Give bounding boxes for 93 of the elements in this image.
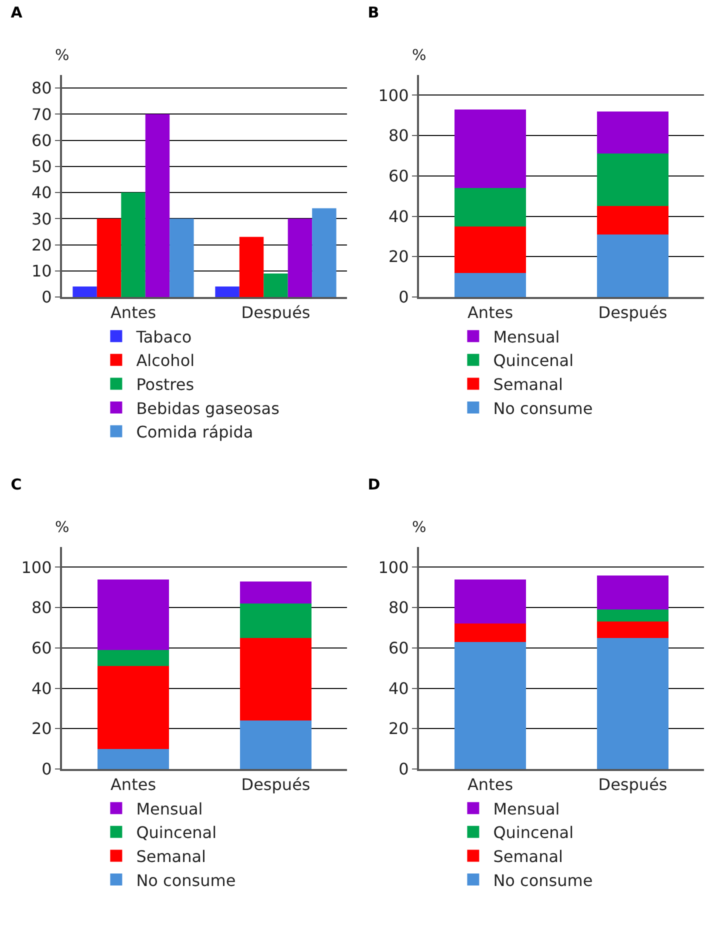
bar bbox=[597, 154, 668, 206]
bar bbox=[597, 622, 668, 638]
bar bbox=[121, 192, 146, 297]
bar bbox=[597, 638, 668, 769]
bar bbox=[597, 206, 668, 234]
x-tick-label: Después bbox=[241, 303, 310, 322]
y-tick-label: 80 bbox=[31, 598, 52, 618]
bar bbox=[96, 218, 122, 297]
legend-label: Postres bbox=[136, 374, 194, 394]
bar bbox=[454, 624, 526, 642]
legend-label: Quincenal bbox=[136, 823, 217, 842]
y-tick-label: 80 bbox=[388, 598, 409, 618]
y-tick-label: 20 bbox=[31, 235, 52, 254]
y-tick-label: 0 bbox=[398, 288, 409, 307]
legend-label: Semanal bbox=[493, 846, 563, 866]
bar bbox=[215, 286, 240, 297]
legend-label: Mensual bbox=[136, 799, 203, 818]
legend-label: Mensual bbox=[493, 799, 560, 818]
legend-label: No consume bbox=[493, 398, 593, 418]
bar bbox=[288, 218, 312, 297]
bar bbox=[597, 575, 668, 610]
bar bbox=[454, 226, 526, 273]
legend-label: Tabaco bbox=[135, 327, 192, 346]
bar bbox=[454, 109, 526, 188]
y-tick-label: 60 bbox=[388, 638, 409, 658]
legend-label: Semanal bbox=[136, 846, 206, 866]
y-tick-label: 20 bbox=[31, 719, 52, 738]
bar bbox=[170, 218, 194, 297]
chart-title: A bbox=[10, 4, 23, 22]
bar bbox=[454, 188, 526, 226]
chart-title: D bbox=[368, 476, 380, 494]
x-tick-label: Después bbox=[241, 775, 310, 794]
y-tick-label: 80 bbox=[388, 126, 409, 146]
bar bbox=[240, 581, 312, 604]
bar bbox=[597, 111, 668, 154]
y-tick-label: 10 bbox=[31, 261, 52, 280]
y-axis-title: % bbox=[412, 46, 426, 64]
y-tick-label: 0 bbox=[398, 760, 409, 779]
x-tick-label: Después bbox=[598, 775, 668, 794]
legend-label: No consume bbox=[493, 870, 593, 890]
bar bbox=[454, 642, 526, 769]
bar bbox=[145, 114, 170, 297]
y-tick-label: 100 bbox=[21, 558, 52, 577]
bar bbox=[98, 579, 169, 650]
x-tick-label: Antes bbox=[467, 303, 514, 322]
y-tick-label: 30 bbox=[31, 209, 52, 228]
x-tick-label: Antes bbox=[110, 303, 156, 322]
bar bbox=[240, 638, 312, 721]
bar bbox=[454, 272, 526, 297]
legend-label: Semanal bbox=[493, 374, 563, 394]
y-tick-label: 40 bbox=[31, 678, 52, 698]
chart-title: C bbox=[10, 476, 22, 494]
y-tick-label: 40 bbox=[31, 183, 52, 202]
legend-label: No consume bbox=[136, 870, 236, 890]
bar bbox=[98, 748, 169, 769]
bar bbox=[312, 208, 336, 297]
legend-label: Quincenal bbox=[493, 823, 574, 842]
y-tick-label: 100 bbox=[378, 86, 409, 105]
bar bbox=[239, 236, 264, 297]
bar bbox=[597, 610, 668, 622]
y-tick-label: 0 bbox=[42, 760, 52, 779]
y-tick-label: 40 bbox=[388, 206, 409, 226]
y-tick-label: 40 bbox=[388, 678, 409, 698]
bar bbox=[98, 666, 169, 749]
x-tick-label: Antes bbox=[467, 775, 514, 794]
y-tick-label: 80 bbox=[31, 78, 52, 98]
y-tick-label: 50 bbox=[31, 157, 52, 176]
bar bbox=[240, 720, 312, 769]
y-tick-label: 0 bbox=[42, 288, 52, 307]
bar bbox=[72, 286, 97, 297]
y-tick-label: 60 bbox=[31, 638, 52, 658]
bar bbox=[264, 273, 288, 297]
y-axis-title: % bbox=[55, 518, 70, 536]
legend-label: Alcohol bbox=[136, 351, 195, 370]
chart-title: B bbox=[368, 4, 380, 22]
legend-label: Quincenal bbox=[493, 351, 574, 370]
bar bbox=[98, 650, 169, 666]
bar bbox=[597, 234, 668, 297]
y-tick-label: 100 bbox=[378, 558, 409, 577]
legend-label: Bebidas gaseosas bbox=[136, 398, 280, 418]
x-tick-label: Después bbox=[598, 303, 668, 322]
bar bbox=[240, 604, 312, 638]
y-tick-label: 70 bbox=[31, 104, 52, 124]
y-tick-label: 20 bbox=[388, 247, 409, 266]
y-axis-title: % bbox=[412, 518, 426, 536]
x-tick-label: Antes bbox=[110, 775, 156, 794]
bar bbox=[454, 579, 526, 624]
y-tick-label: 60 bbox=[31, 130, 52, 150]
y-tick-label: 20 bbox=[388, 719, 409, 738]
legend-label: Comida rápida bbox=[136, 422, 254, 442]
y-axis-title: % bbox=[55, 46, 70, 64]
legend-label: Mensual bbox=[493, 327, 560, 346]
y-tick-label: 60 bbox=[388, 166, 409, 186]
